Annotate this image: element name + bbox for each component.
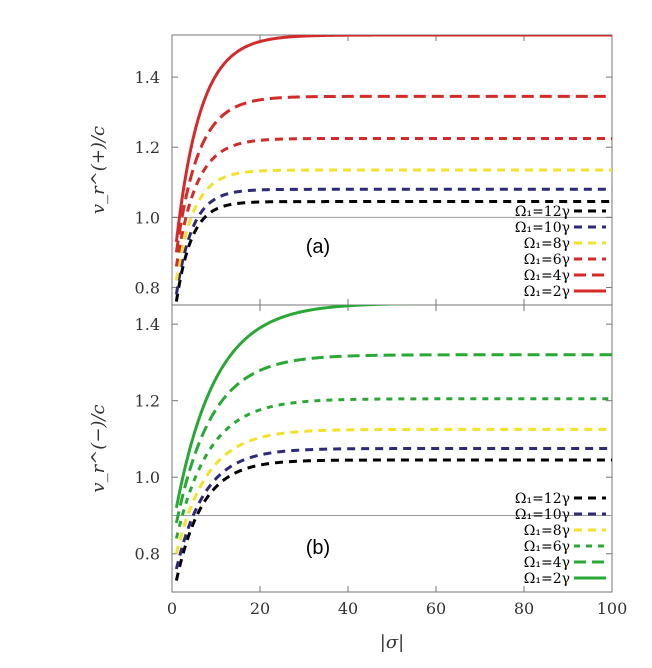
x-tick-label: 40 <box>338 599 358 618</box>
panel-label: (b) <box>306 537 330 559</box>
x-tick-label: 80 <box>514 599 534 618</box>
series-line <box>174 397 612 539</box>
legend-label: Ω₁=12γ <box>515 204 570 220</box>
y-tick-label: 1.0 <box>135 468 160 487</box>
series-line <box>174 200 612 302</box>
series-line <box>174 458 612 581</box>
y-tick-label: 1.4 <box>135 315 160 334</box>
legend-label: Ω₁=4γ <box>524 268 570 284</box>
x-tick-label: 0 <box>167 599 177 618</box>
x-tick-label: 20 <box>250 599 270 618</box>
legend-label: Ω₁=4γ <box>524 555 570 571</box>
legend-label: Ω₁=8γ <box>524 236 570 252</box>
legend-label: Ω₁=10γ <box>515 220 570 236</box>
series-line <box>174 305 423 509</box>
panel-a: 0.8 1.0 1.2 1.4 Ω₁=12γΩ₁=10γΩ₁=8γΩ₁=6γΩ₁=4γΩ… <box>88 34 613 306</box>
series-line <box>174 168 612 281</box>
panel-label: (a) <box>306 236 330 258</box>
series-line <box>174 447 612 570</box>
legend-label: Ω₁=6γ <box>524 539 570 555</box>
y-tick-label: 1.4 <box>135 68 160 87</box>
series-line <box>174 353 612 524</box>
legend-label: Ω₁=2γ <box>524 284 570 300</box>
series-line <box>174 35 612 243</box>
legend-label: Ω₁=12γ <box>515 491 570 507</box>
legend-label: Ω₁=10γ <box>515 507 570 523</box>
legend-label: Ω₁=6γ <box>524 252 570 268</box>
series-line <box>174 136 612 267</box>
legend-label: Ω₁=8γ <box>524 523 570 539</box>
panel-b: 0 20 40 60 80 100 0.8 1.0 1.2 1.4 Ω₁=12γΩ₁=10γΩ₁=8… <box>88 304 628 653</box>
series-line <box>174 427 612 555</box>
y-axis-label: v_r^(−)/c <box>88 404 109 492</box>
x-tick-label: 60 <box>426 599 446 618</box>
legend-label: Ω₁=2γ <box>524 571 570 587</box>
y-tick-label: 0.8 <box>135 545 160 564</box>
y-axis-label: v_r^(+)/c <box>88 126 109 214</box>
x-axis-label: |σ| <box>380 632 404 653</box>
y-tick-label: 0.8 <box>135 278 160 297</box>
y-tick-label: 1.2 <box>135 138 160 157</box>
series-line <box>174 187 612 295</box>
y-tick-label: 1.0 <box>135 208 160 227</box>
y-tick-label: 1.2 <box>135 392 160 411</box>
x-tick-label: 100 <box>597 599 628 618</box>
